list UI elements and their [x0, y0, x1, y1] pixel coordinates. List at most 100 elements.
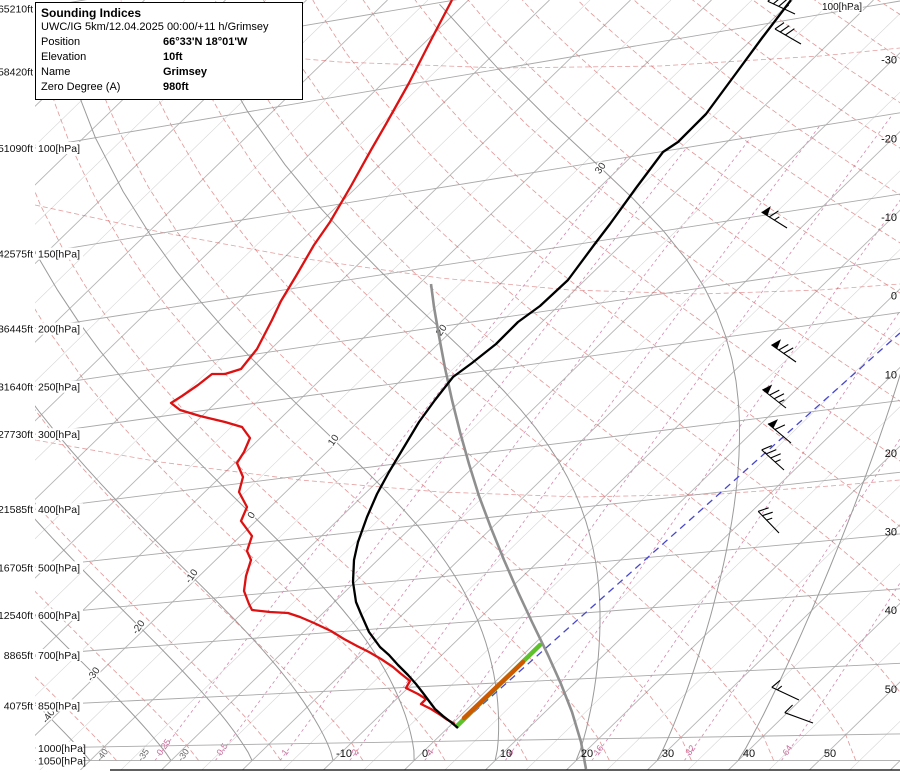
pressure-label: 700[hPa] — [38, 650, 80, 662]
altitude-label: 42575ft — [0, 249, 33, 261]
right-axis-temp-label: 50 — [885, 684, 897, 696]
dry-adiabat-line — [362, 0, 900, 462]
bottom-axis-temp-label: 20 — [581, 748, 593, 760]
right-axis-temp-label: 10 — [885, 369, 897, 381]
isotherm-line — [35, 0, 267, 225]
wind-barb — [762, 384, 787, 409]
isotherm-line — [404, 288, 900, 770]
right-axis-temp-label: 0 — [891, 291, 897, 303]
bottom-axis-temp-label: 50 — [824, 748, 836, 760]
isotherm-line — [35, 0, 307, 265]
pressure-label: 250[hPa] — [38, 382, 80, 394]
pressure-label-backing — [36, 247, 83, 260]
dewpoint-curve — [169, 0, 456, 726]
mixing-ratio-label: 0.5 — [214, 741, 229, 757]
pressure-label: 300[hPa] — [38, 429, 80, 441]
dry-adiabat-line — [312, 0, 900, 528]
isobar-line — [35, 662, 900, 706]
wind-barb-half-feather — [774, 459, 781, 463]
isobar-line — [35, 733, 900, 749]
wind-barb-feather — [770, 453, 781, 459]
isotherm-line — [728, 602, 900, 770]
isotherm-line — [485, 366, 900, 770]
altitude-label: 51090ft — [0, 143, 33, 155]
bottom-axis-temp-label: -10 — [336, 748, 352, 760]
wind-barb-feather — [778, 0, 788, 7]
wind-barb — [771, 339, 797, 363]
altitude-label: 27730ft — [0, 429, 33, 441]
bottom-axis-temp-label: 0 — [422, 748, 428, 760]
moist-adiabat-line — [439, 3, 741, 761]
wind-barb-feather — [783, 347, 794, 354]
wind-barb-flag — [762, 384, 773, 394]
temperature-curve — [351, 0, 792, 729]
pressure-label: 100[hPa] — [38, 143, 80, 155]
altitude-label: 4075ft — [4, 701, 33, 713]
info-value: Grimsey — [163, 66, 208, 78]
right-axis-temp-label: 30 — [885, 527, 897, 539]
right-axis-temp-label: -10 — [881, 212, 897, 224]
wind-barb-feather — [773, 393, 785, 400]
pressure-label-backing — [36, 561, 83, 574]
moist-adiabat-line — [35, 518, 253, 761]
pressure-label: 200[hPa] — [38, 324, 80, 336]
moist-adiabat-line — [208, 43, 601, 761]
info-value: 10ft — [163, 51, 183, 63]
pressure-label-backing — [36, 754, 83, 767]
isotherm-line — [35, 0, 591, 540]
wind-barb — [771, 679, 800, 701]
pressure-label: 600[hPa] — [38, 610, 80, 622]
dry-adiabat-line — [76, 7, 692, 761]
wind-barb — [767, 0, 796, 15]
isotherm-line — [35, 0, 348, 304]
isotherm-line — [444, 327, 900, 770]
altitude-label: 8865ft — [4, 650, 33, 662]
mixing-ratio-line — [591, 310, 900, 761]
wind-barb-flag — [761, 206, 771, 216]
wind-barb-shaft — [757, 511, 780, 534]
blue-reference-line — [455, 332, 900, 729]
right-axis-temp-label: 40 — [885, 605, 897, 617]
wind-barb-feather — [768, 210, 779, 218]
mixing-ratio-line — [349, 125, 821, 761]
altitude-label: 16705ft — [0, 562, 33, 574]
isobar-line — [35, 471, 900, 568]
wind-barb-feather — [762, 511, 773, 517]
isotherm-line — [566, 445, 900, 770]
isotherm-line — [35, 0, 712, 658]
info-value: 66°33'N 18°01'W — [163, 36, 248, 48]
mixing-ratio-label: 64 — [780, 743, 794, 757]
mixing-ratio-line — [683, 438, 900, 761]
isotherm-line — [35, 0, 672, 618]
info-row-elevation: Elevation 10ft — [41, 50, 297, 65]
isotherm-line — [39, 0, 834, 770]
pressure-label: 850[hPa] — [38, 701, 80, 713]
dry-adiabat-line — [414, 0, 900, 402]
pressure-label-backing — [36, 322, 83, 335]
altitude-label: 36445ft — [0, 324, 33, 336]
info-value: 980ft — [163, 81, 189, 93]
wind-barb-feather — [778, 344, 789, 351]
pressure-label-backing — [36, 699, 83, 712]
pressure-label: 400[hPa] — [38, 504, 80, 516]
dry-adiabat-line — [467, 0, 900, 347]
wind-barb — [767, 419, 792, 444]
altitude-label: 21585ft — [0, 504, 33, 516]
dry-adiabat-upper-line — [35, 204, 900, 295]
reference-curve — [429, 283, 588, 770]
mixing-ratio-line — [214, 147, 688, 761]
wind-barb — [757, 507, 780, 534]
isotherm-line — [120, 13, 900, 770]
wind-barb-feather — [767, 0, 771, 2]
wind-barb-shaft — [767, 423, 792, 444]
pressure-label-backing — [36, 608, 83, 621]
isobar-line — [35, 0, 900, 149]
isotherm-line — [809, 681, 900, 770]
altitude-label: 65210ft — [0, 3, 33, 15]
wind-barb-half-feather — [783, 4, 790, 10]
isotherm-line — [606, 485, 900, 770]
isotherm-line — [35, 0, 793, 737]
wind-barb-shaft — [771, 686, 800, 701]
